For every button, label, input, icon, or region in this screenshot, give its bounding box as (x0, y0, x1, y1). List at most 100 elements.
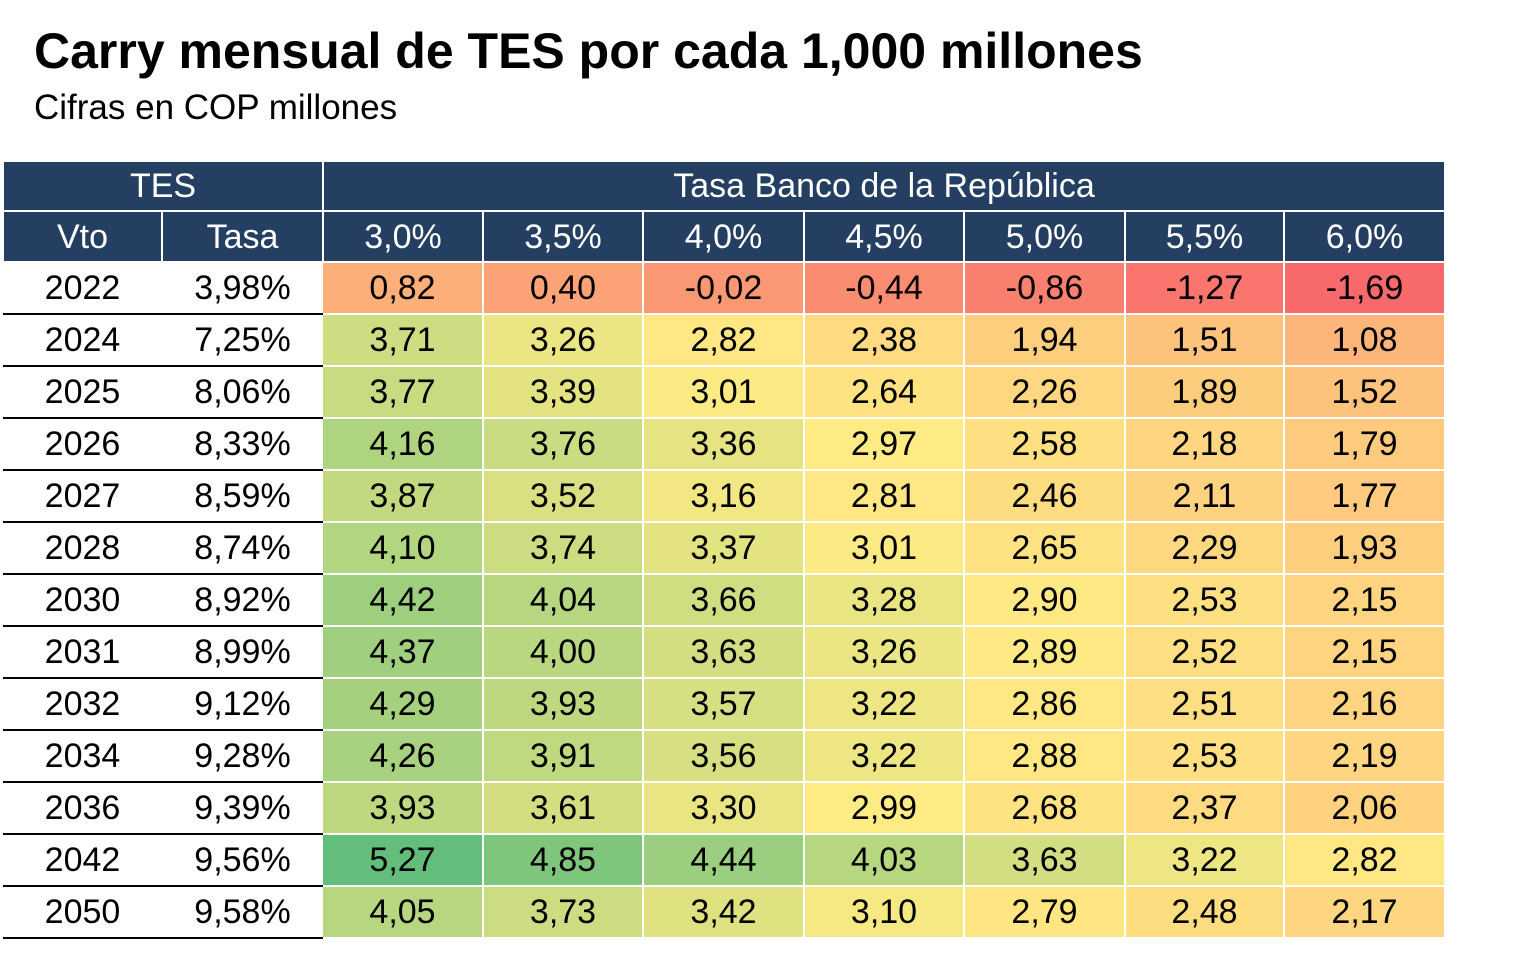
tasa-cell: 8,74% (162, 522, 323, 575)
carry-cell: 0,40 (483, 262, 644, 315)
carry-cell: 3,56 (643, 730, 805, 783)
vto-cell: 2032 (3, 678, 162, 731)
carry-cell: 4,00 (483, 626, 644, 679)
carry-cell: 4,16 (323, 418, 484, 471)
carry-cell: -0,44 (804, 262, 965, 315)
group-header-tes: TES (2, 160, 324, 212)
carry-cell: 2,79 (964, 886, 1126, 939)
carry-cell: 3,61 (483, 782, 644, 835)
carry-cell: 4,04 (483, 574, 644, 627)
carry-cell: 2,19 (1284, 730, 1446, 783)
table-row: 2032 9,12% 4,29 3,93 3,57 3,22 2,86 2,51 2,16 (3, 678, 1446, 731)
table-row: 2026 8,33% 4,16 3,76 3,36 2,97 2,58 2,18 1,79 (3, 418, 1446, 471)
chart-subtitle: Cifras en COP millones (34, 88, 398, 127)
group-header-tasa-banco: Tasa Banco de la República (322, 160, 1446, 212)
table-row: 2031 8,99% 4,37 4,00 3,63 3,26 2,89 2,52 2,15 (3, 626, 1446, 679)
carry-cell: 2,06 (1284, 782, 1446, 835)
table-row: 2027 8,59% 3,87 3,52 3,16 2,81 2,46 2,11 1,77 (3, 470, 1446, 523)
column-header-tasa: Tasa (161, 210, 324, 263)
tasa-cell: 8,92% (162, 574, 323, 627)
column-header-rate: 3,0% (322, 210, 484, 263)
vto-cell: 2031 (3, 626, 162, 679)
carry-cell: 3,39 (483, 366, 644, 419)
carry-cell: 2,18 (1125, 418, 1285, 471)
carry-cell: 1,51 (1125, 314, 1285, 367)
carry-cell: 3,22 (1125, 834, 1285, 887)
carry-cell: 3,26 (804, 626, 965, 679)
column-header-row: Vto Tasa 3,0% 3,5% 4,0% 4,5% 5,0% 5,5% 6,0% (2, 210, 1446, 263)
table-row: 2034 9,28% 4,26 3,91 3,56 3,22 2,88 2,53 2,19 (3, 730, 1446, 783)
carry-cell: 3,93 (323, 782, 484, 835)
carry-cell: 2,97 (804, 418, 965, 471)
carry-cell: -1,69 (1284, 262, 1446, 315)
carry-cell: 4,26 (323, 730, 484, 783)
carry-cell: 1,79 (1284, 418, 1446, 471)
carry-cell: 4,05 (323, 886, 484, 939)
carry-cell: 3,28 (804, 574, 965, 627)
carry-cell: 2,11 (1125, 470, 1285, 523)
carry-cell: 3,16 (643, 470, 805, 523)
carry-cell: 3,42 (643, 886, 805, 939)
carry-cell: 2,48 (1125, 886, 1285, 939)
carry-cell: 2,90 (964, 574, 1126, 627)
table-row: 2024 7,25% 3,71 3,26 2,82 2,38 1,94 1,51 1,08 (3, 314, 1446, 367)
column-header-rate: 6,0% (1283, 210, 1446, 263)
carry-cell: 5,27 (323, 834, 484, 887)
carry-cell: -0,86 (964, 262, 1126, 315)
tasa-cell: 9,56% (162, 834, 323, 887)
carry-cell: 3,01 (804, 522, 965, 575)
carry-cell: 3,93 (483, 678, 644, 731)
carry-cell: 3,30 (643, 782, 805, 835)
carry-cell: 2,53 (1125, 574, 1285, 627)
carry-cell: 3,10 (804, 886, 965, 939)
table-row: 2030 8,92% 4,42 4,04 3,66 3,28 2,90 2,53 2,15 (3, 574, 1446, 627)
carry-cell: 2,82 (643, 314, 805, 367)
tasa-cell: 7,25% (162, 314, 323, 367)
tasa-cell: 8,99% (162, 626, 323, 679)
carry-cell: 3,66 (643, 574, 805, 627)
carry-cell: 1,89 (1125, 366, 1285, 419)
carry-cell: 3,63 (964, 834, 1126, 887)
column-header-rate: 4,0% (642, 210, 805, 263)
carry-cell: 2,52 (1125, 626, 1285, 679)
chart-title: Carry mensual de TES por cada 1,000 mill… (34, 23, 1143, 79)
column-header-rate: 3,5% (482, 210, 644, 263)
carry-cell: 1,77 (1284, 470, 1446, 523)
table-row: 2042 9,56% 5,27 4,85 4,44 4,03 3,63 3,22 2,82 (3, 834, 1446, 887)
table-row: 2028 8,74% 4,10 3,74 3,37 3,01 2,65 2,29 1,93 (3, 522, 1446, 575)
tasa-cell: 9,58% (162, 886, 323, 939)
tasa-cell: 3,98% (162, 262, 323, 315)
carry-cell: 3,63 (643, 626, 805, 679)
carry-cell: 4,44 (643, 834, 805, 887)
vto-cell: 2028 (3, 522, 162, 575)
tasa-cell: 8,59% (162, 470, 323, 523)
table-row: 2022 3,98% 0,82 0,40 -0,02 -0,44 -0,86 -1,27 -1,… (3, 262, 1446, 315)
carry-cell: 3,91 (483, 730, 644, 783)
vto-cell: 2050 (3, 886, 162, 939)
carry-cell: 2,64 (804, 366, 965, 419)
carry-cell: 3,26 (483, 314, 644, 367)
carry-cell: 2,99 (804, 782, 965, 835)
carry-cell: 3,37 (643, 522, 805, 575)
table-row: 2036 9,39% 3,93 3,61 3,30 2,99 2,68 2,37 2,06 (3, 782, 1446, 835)
carry-cell: 1,52 (1284, 366, 1446, 419)
table-row: 2050 9,58% 4,05 3,73 3,42 3,10 2,79 2,48 2,17 (3, 886, 1446, 939)
carry-cell: 4,10 (323, 522, 484, 575)
carry-cell: 2,88 (964, 730, 1126, 783)
carry-cell: 2,16 (1284, 678, 1446, 731)
vto-cell: 2022 (3, 262, 162, 315)
carry-cell: 3,22 (804, 730, 965, 783)
carry-cell: 3,01 (643, 366, 805, 419)
carry-cell: 4,42 (323, 574, 484, 627)
carry-cell: 2,46 (964, 470, 1126, 523)
vto-cell: 2024 (3, 314, 162, 367)
vto-cell: 2025 (3, 366, 162, 419)
carry-cell: 2,17 (1284, 886, 1446, 939)
carry-cell: 4,29 (323, 678, 484, 731)
carry-cell: 2,86 (964, 678, 1126, 731)
carry-cell: 1,94 (964, 314, 1126, 367)
carry-cell: 3,87 (323, 470, 484, 523)
carry-cell: 2,15 (1284, 626, 1446, 679)
carry-cell: 4,03 (804, 834, 965, 887)
carry-cell: 2,81 (804, 470, 965, 523)
